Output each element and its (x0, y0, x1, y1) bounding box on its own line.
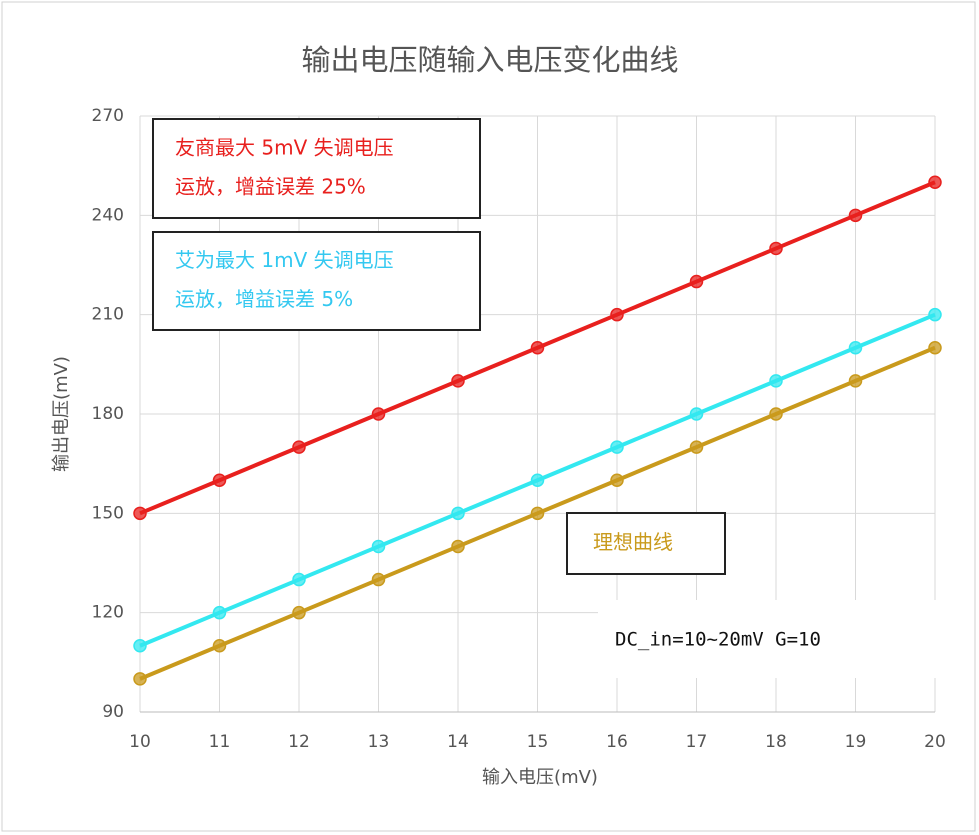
data-point (133, 639, 147, 653)
annotation-box (152, 118, 481, 219)
data-point (689, 407, 704, 421)
data-point (451, 506, 465, 521)
chart-title: 输出电压随输入电压变化曲线 (301, 43, 678, 77)
x-tick-label: 17 (686, 732, 708, 752)
data-point (371, 539, 386, 554)
annotation-box (566, 512, 726, 575)
y-tick-label: 270 (92, 106, 124, 126)
data-point (133, 506, 147, 521)
data-point (292, 572, 306, 587)
x-tick-label: 16 (606, 732, 628, 752)
x-tick-label: 10 (129, 732, 151, 752)
data-point (530, 341, 545, 355)
y-tick-label: 120 (92, 603, 124, 623)
data-point (769, 241, 783, 256)
data-point (769, 407, 783, 421)
annotation-text: 艾为最大 1mV 失调电压 (175, 248, 394, 272)
data-point (212, 605, 227, 620)
annotation-text: 友商最大 5mV 失调电压 (175, 136, 394, 160)
x-tick-label: 14 (447, 732, 469, 752)
data-point (212, 639, 227, 653)
data-point (848, 341, 863, 355)
data-point (689, 440, 704, 454)
annotation-box (152, 231, 481, 331)
annotation-text: 运放，增益误差 25% (175, 175, 366, 199)
data-point (530, 473, 545, 487)
y-tick-label: 210 (92, 305, 124, 325)
y-tick-label: 90 (102, 702, 124, 722)
y-tick-label: 240 (92, 205, 124, 225)
data-point (371, 572, 386, 587)
data-point (689, 274, 704, 289)
data-point (848, 374, 863, 388)
x-tick-label: 20 (924, 732, 946, 752)
x-tick-label: 15 (527, 732, 549, 752)
data-point (928, 307, 942, 322)
data-point (928, 175, 942, 189)
annotation-text: 理想曲线 (593, 530, 673, 554)
x-tick-label: 12 (288, 732, 310, 752)
x-tick-label: 18 (765, 732, 787, 752)
y-tick-label: 180 (92, 404, 124, 424)
data-point (451, 539, 465, 554)
y-tick-label: 150 (92, 503, 124, 523)
data-point (292, 605, 306, 620)
data-point (212, 473, 227, 487)
data-point (371, 407, 386, 421)
x-tick-label: 11 (209, 732, 231, 752)
annotation-text: 运放，增益误差 5% (175, 287, 353, 311)
data-point (610, 473, 624, 487)
data-point (292, 440, 306, 454)
x-axis-label: 输入电压(mV) (482, 767, 598, 788)
data-point (451, 374, 465, 388)
data-point (610, 307, 624, 322)
note: DC_in=10~20mV G=10 (615, 629, 821, 651)
data-point (928, 341, 942, 355)
data-point (133, 672, 147, 686)
x-tick-label: 13 (368, 732, 390, 752)
data-point (610, 440, 624, 454)
data-point (848, 208, 863, 223)
data-point (769, 374, 783, 388)
y-axis-label: 输出电压(mV) (51, 356, 72, 472)
note-background (598, 600, 943, 678)
x-tick-label: 19 (845, 732, 867, 752)
data-point (530, 506, 545, 521)
